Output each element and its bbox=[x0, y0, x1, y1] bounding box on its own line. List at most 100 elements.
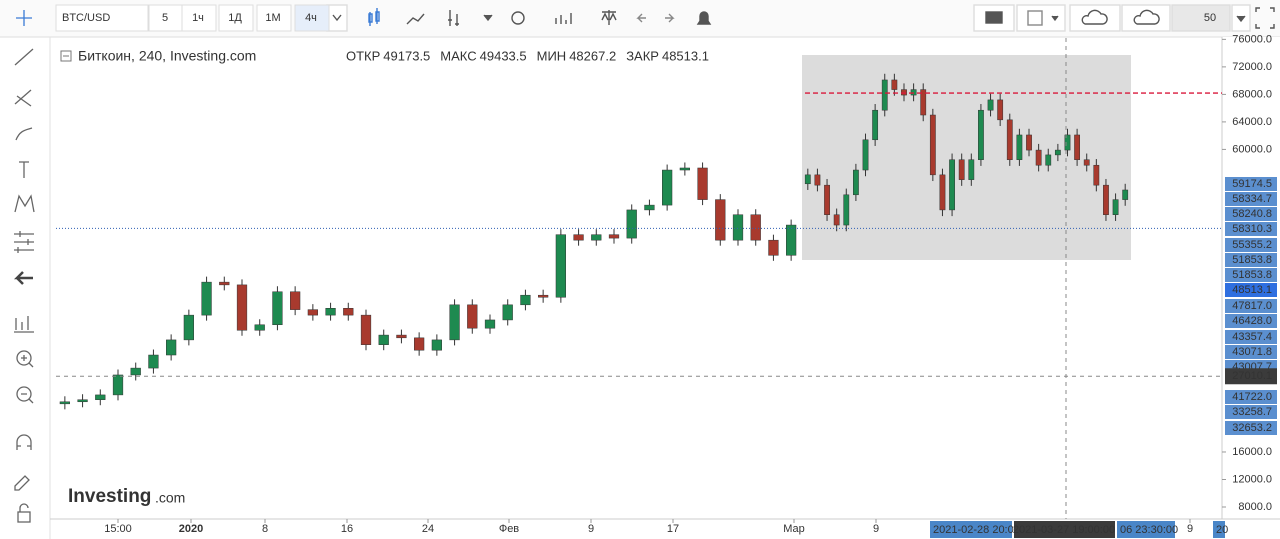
left-toolbar-icons bbox=[13, 10, 35, 523]
interval-label[interactable]: 1Д bbox=[228, 12, 242, 24]
candle-body bbox=[881, 79, 888, 111]
candle-body bbox=[520, 294, 531, 306]
candle-body bbox=[272, 291, 283, 326]
collapse-icon[interactable] bbox=[60, 50, 72, 62]
candle-body bbox=[59, 401, 70, 405]
x-tick-label: 8 bbox=[262, 523, 268, 535]
candle-body bbox=[360, 314, 372, 345]
legend-value: 49433.5 bbox=[480, 48, 527, 63]
candle-body bbox=[949, 159, 955, 211]
candle-body bbox=[467, 304, 478, 329]
price-tag bbox=[1225, 405, 1277, 419]
candle-body bbox=[112, 374, 124, 396]
price-tag-label: 43357.4 bbox=[1232, 331, 1272, 343]
candle-body bbox=[183, 314, 194, 341]
price-tag-label: 58334.7 bbox=[1232, 193, 1272, 205]
x-tick-label: 2020 bbox=[179, 523, 203, 535]
interval-button[interactable] bbox=[294, 4, 330, 32]
x-tick-label: 9 bbox=[873, 523, 879, 535]
x-tick-label: Фев bbox=[499, 523, 519, 535]
candle-body bbox=[862, 139, 869, 171]
price-tag-label: 48513.1 bbox=[1232, 284, 1272, 296]
candle-body bbox=[1026, 134, 1032, 151]
interval-label[interactable]: 1М bbox=[265, 12, 280, 24]
candle-body bbox=[201, 281, 212, 316]
price-tag bbox=[1225, 299, 1277, 313]
candle-body bbox=[1016, 134, 1023, 160]
candle-body bbox=[502, 304, 513, 321]
legend-value: 49173.5 bbox=[383, 48, 430, 63]
date-tag-label: 20 bbox=[1216, 524, 1228, 536]
candle-body bbox=[644, 204, 655, 211]
candle-body bbox=[325, 308, 336, 316]
candle-body bbox=[236, 284, 248, 331]
price-tag bbox=[1225, 177, 1277, 191]
chart-title: Биткоин, 240, Investing.com bbox=[78, 48, 256, 64]
price-tag bbox=[1225, 330, 1277, 344]
candle-body bbox=[608, 234, 620, 239]
zoom-value[interactable]: 50 bbox=[1204, 12, 1216, 24]
candle-body bbox=[1083, 159, 1090, 166]
price-tag bbox=[1225, 222, 1277, 236]
price-tag bbox=[1225, 192, 1277, 206]
candle-body bbox=[290, 291, 301, 310]
y-tick-label: 16000.0 bbox=[1232, 446, 1272, 458]
interval-button[interactable] bbox=[181, 4, 217, 32]
candle-body bbox=[343, 308, 354, 316]
candle-body bbox=[219, 281, 230, 286]
crosshair-time-label: 2021-03-27 19:00:00 bbox=[1013, 524, 1115, 536]
date-tag bbox=[1213, 521, 1225, 538]
interval-label[interactable]: 4ч bbox=[305, 12, 317, 24]
logo-brand: Investing bbox=[68, 486, 151, 507]
price-tag bbox=[1225, 421, 1277, 435]
symbol[interactable]: BTC/USD bbox=[62, 12, 110, 24]
candle-body bbox=[920, 89, 927, 116]
candle-body bbox=[968, 159, 975, 180]
candle-body bbox=[833, 214, 840, 226]
candle-body bbox=[997, 99, 1004, 121]
candle-body bbox=[978, 109, 984, 160]
interval-label[interactable]: 5 bbox=[162, 12, 168, 24]
candle-body bbox=[130, 367, 141, 376]
price-tag bbox=[1225, 345, 1277, 359]
candle-body bbox=[1103, 184, 1109, 215]
candle-body bbox=[1112, 199, 1119, 215]
x-tick-label: 17 bbox=[667, 523, 679, 535]
candle-body bbox=[843, 194, 850, 226]
toolbar-icons bbox=[326, 4, 1275, 32]
candle-body bbox=[1054, 149, 1061, 156]
candle-body bbox=[378, 334, 389, 345]
price-tag-label: 47817.0 bbox=[1232, 300, 1272, 312]
interval-button[interactable] bbox=[148, 4, 184, 32]
x-tick-label: 24 bbox=[422, 523, 434, 535]
x-tick-label: 9 bbox=[1187, 523, 1193, 535]
interval-label[interactable]: 1ч bbox=[192, 12, 204, 24]
candle-body bbox=[254, 324, 265, 331]
price-tag-label: 51853.8 bbox=[1232, 254, 1272, 266]
price-tag-label: 43071.8 bbox=[1232, 346, 1272, 358]
interval-button[interactable] bbox=[256, 4, 292, 32]
y-tick-label: 68000.0 bbox=[1232, 88, 1272, 100]
candle-body bbox=[1122, 189, 1129, 200]
price-tag-label: 58310.3 bbox=[1232, 223, 1272, 235]
candle-body bbox=[307, 309, 318, 316]
crosshair-price-label: 27010.1 bbox=[1232, 370, 1272, 382]
candle-body bbox=[95, 394, 106, 400]
symbol-box[interactable] bbox=[55, 4, 149, 32]
x-tick-label: 9 bbox=[588, 523, 594, 535]
y-tick-label: 64000.0 bbox=[1232, 116, 1272, 128]
candle-body bbox=[1064, 134, 1071, 151]
y-tick-label: 8000.0 bbox=[1238, 501, 1272, 513]
candle-body bbox=[891, 79, 898, 90]
crosshair-price-tag bbox=[1225, 368, 1277, 385]
ohlc-legend: ОТКР 49173.5 МАКС 49433.5 МИН 48267.2 ЗАКР 4851… bbox=[346, 48, 709, 63]
interval-button[interactable] bbox=[218, 4, 254, 32]
candle-body bbox=[750, 214, 761, 241]
price-tag-label: 46428.0 bbox=[1232, 315, 1272, 327]
y-tick-label: 72000.0 bbox=[1232, 61, 1272, 73]
x-tick-label: Мар bbox=[783, 523, 805, 535]
price-tag-label: 58240.8 bbox=[1232, 208, 1272, 220]
legend-value: 48267.2 bbox=[569, 48, 616, 63]
